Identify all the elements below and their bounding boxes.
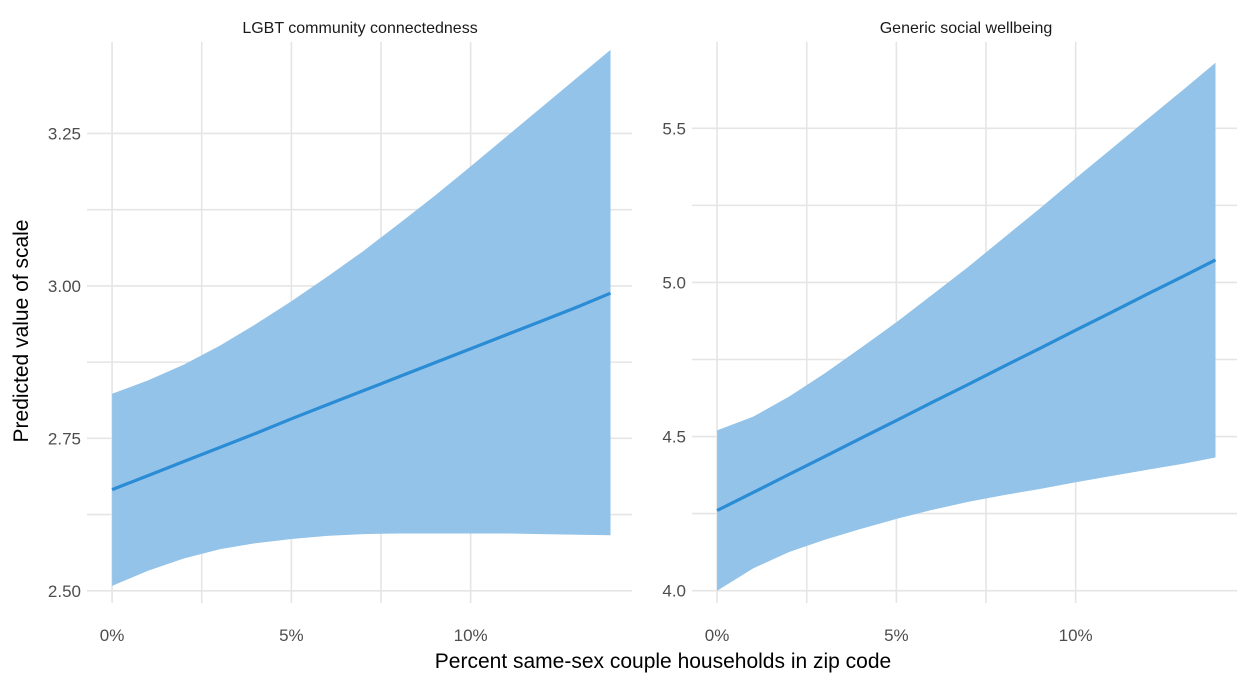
confidence-band bbox=[112, 49, 611, 586]
x-tick-label: 10% bbox=[1059, 626, 1093, 645]
y-axis-title: Predicted value of scale bbox=[10, 220, 33, 443]
x-tick-label: 10% bbox=[454, 626, 488, 645]
y-tick-label: 2.50 bbox=[48, 582, 81, 601]
y-tick-label: 4.5 bbox=[662, 428, 686, 447]
y-tick-label: 3.25 bbox=[48, 124, 81, 143]
y-tick-label: 3.00 bbox=[48, 277, 81, 296]
y-tick-label: 5.0 bbox=[662, 273, 686, 292]
panel-generic-social-wellbeing: Generic social wellbeing 4.0 4.5 5.0 5.5 0% 5… bbox=[662, 20, 1237, 645]
x-tick-label: 0% bbox=[100, 626, 125, 645]
confidence-band bbox=[717, 62, 1216, 591]
panel-lgbt-community-connectedness: LGBT community connectedness 2.50 2.75 3.0… bbox=[48, 20, 632, 645]
x-axis-title: Percent same-sex couple households in zi… bbox=[435, 650, 891, 673]
y-tick-label: 2.75 bbox=[48, 429, 81, 448]
y-tick-label: 4.0 bbox=[662, 582, 686, 601]
x-tick-label: 0% bbox=[705, 626, 730, 645]
x-tick-label: 5% bbox=[279, 626, 304, 645]
panel-title: LGBT community connectedness bbox=[242, 20, 477, 37]
y-tick-label: 5.5 bbox=[662, 119, 686, 138]
x-tick-label: 5% bbox=[884, 626, 909, 645]
panel-title: Generic social wellbeing bbox=[880, 20, 1053, 37]
fit-line bbox=[111, 291, 612, 492]
fit-line bbox=[716, 258, 1217, 512]
